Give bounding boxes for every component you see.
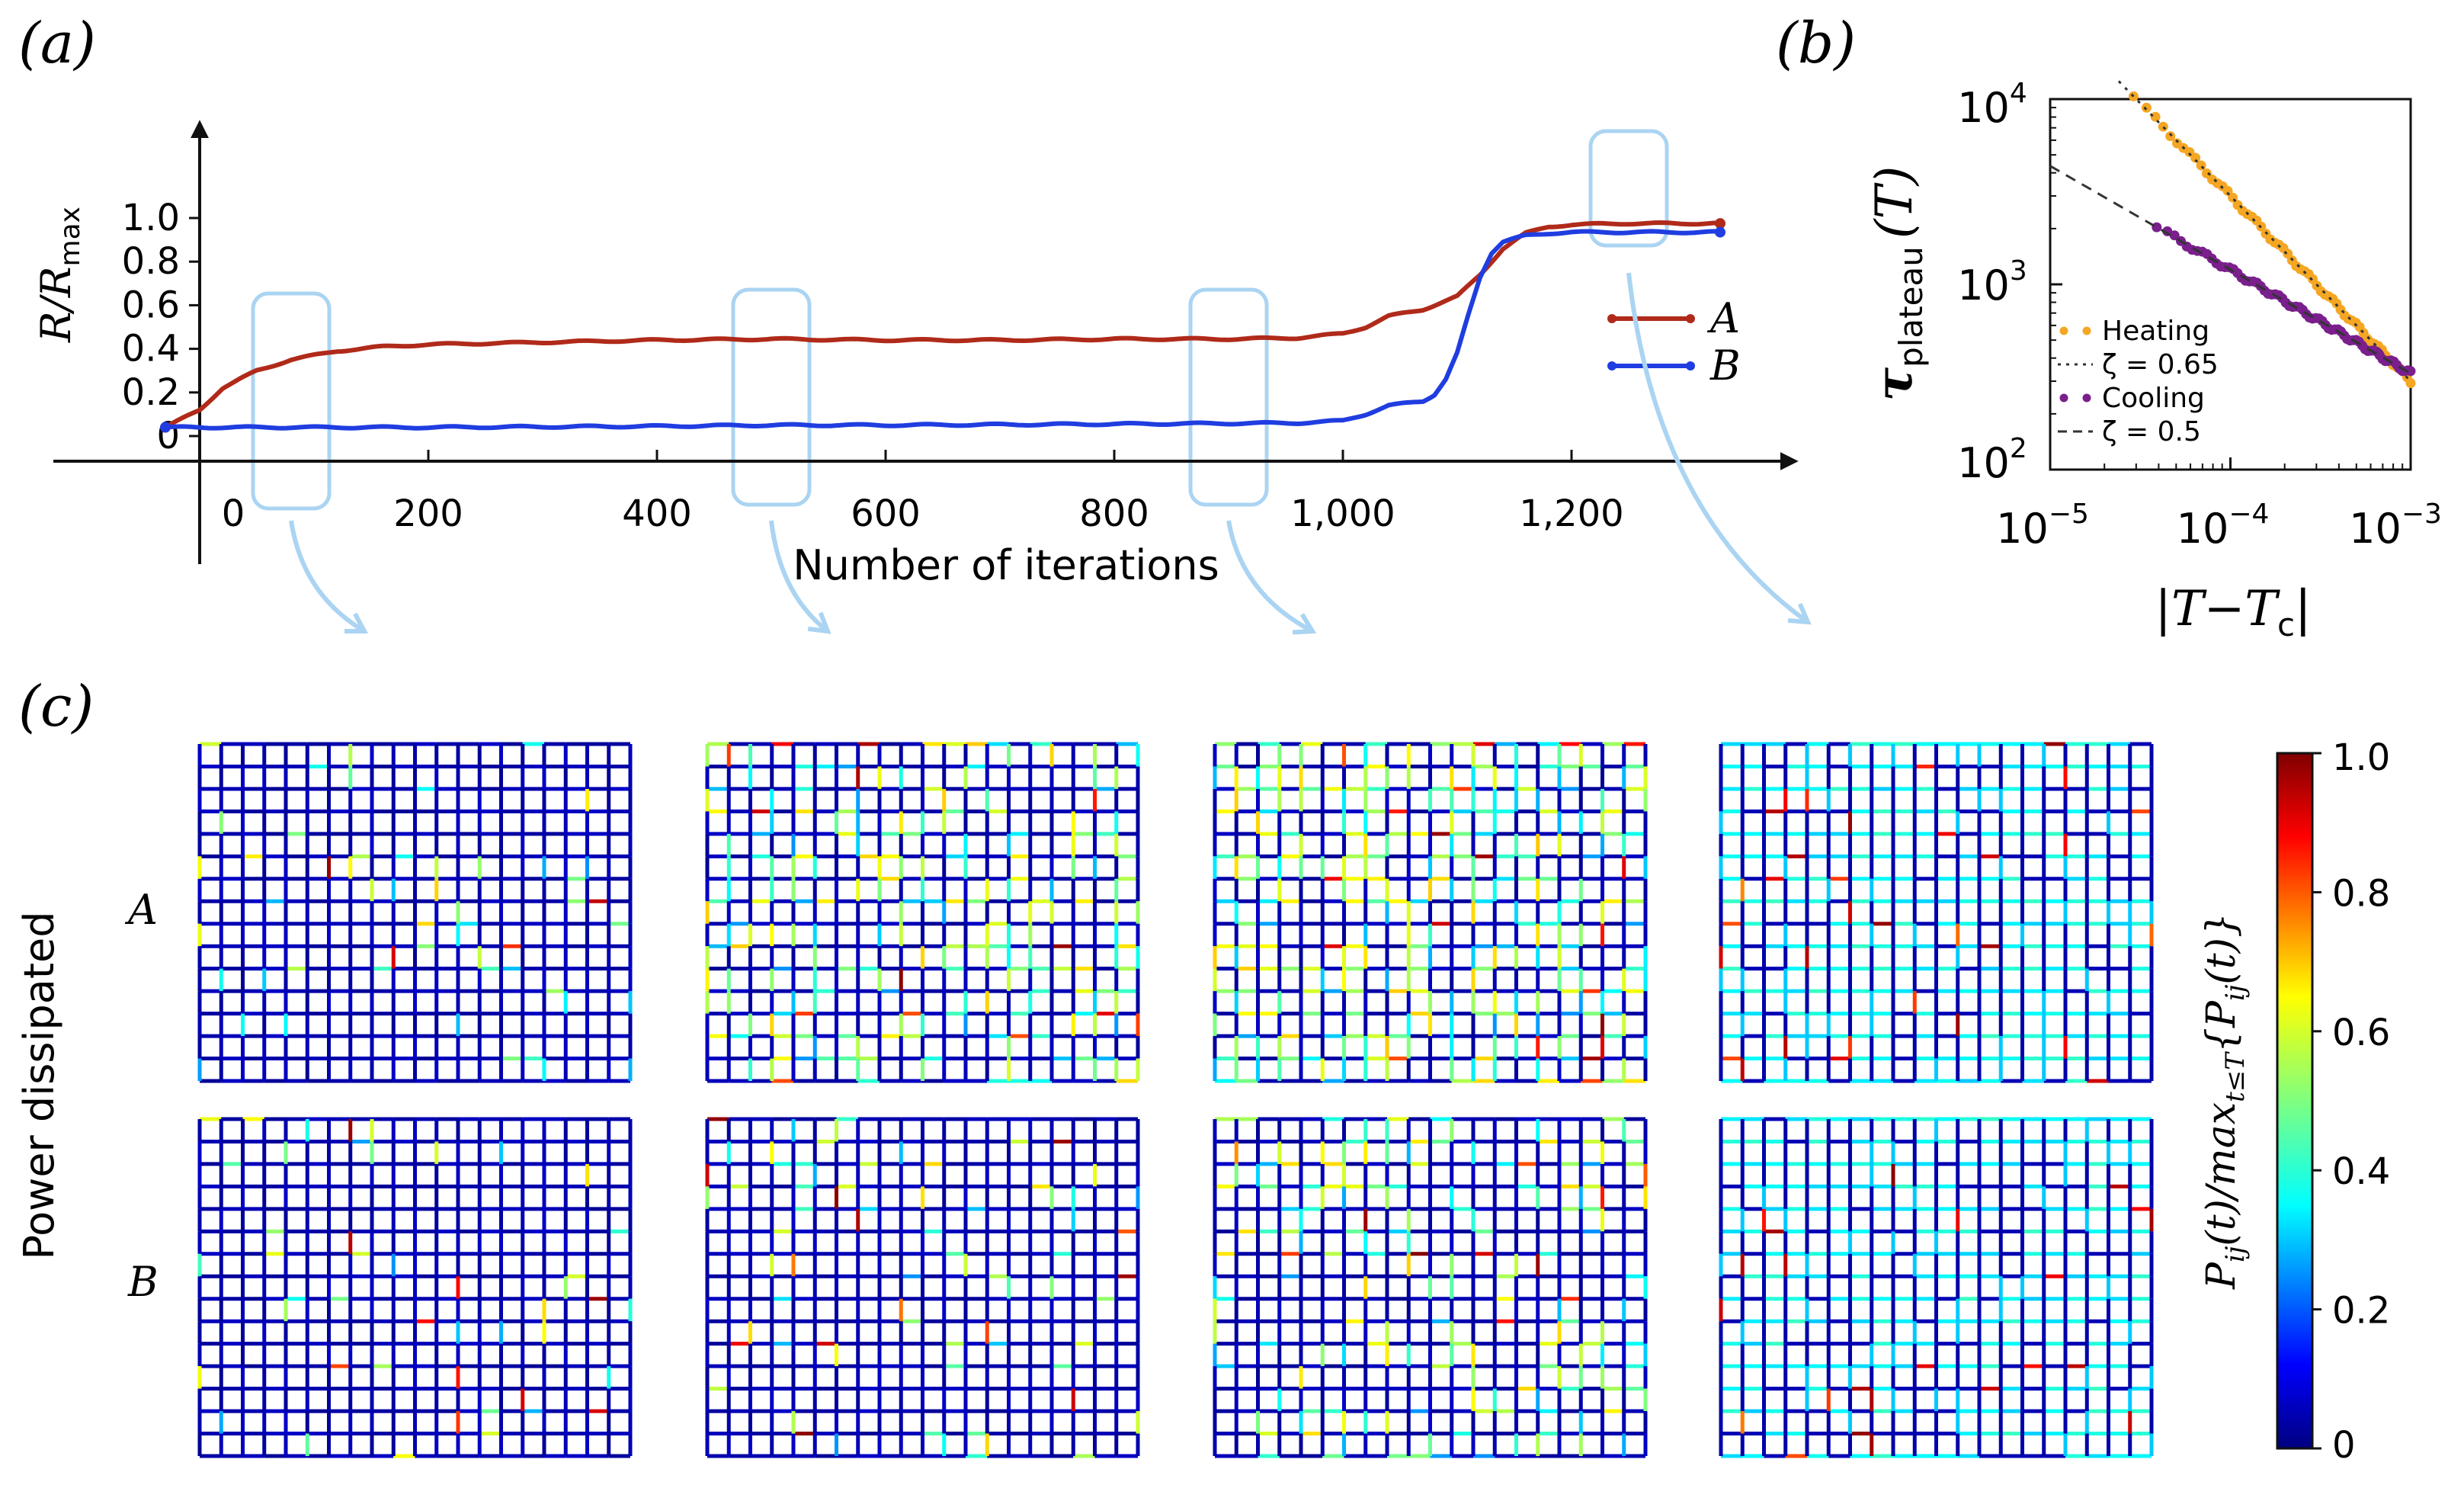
legend-marker — [2059, 393, 2068, 403]
y-tick-labels: 102 103 104 — [1957, 78, 2062, 487]
x-axis-label: Number of iterations — [793, 541, 1219, 589]
legend-label: Heating — [2102, 316, 2209, 347]
fit-line — [2049, 165, 2411, 375]
data-point — [2405, 366, 2416, 377]
network-grid-B-2 — [705, 1117, 1140, 1458]
data-point — [2405, 378, 2416, 389]
x-tick-labels: 0 200 400 600 800 1,000 1,200 — [198, 450, 1624, 535]
x-tick-label: 200 — [393, 492, 463, 535]
panel-a-line-chart: 0 200 400 600 800 1,000 1,200 00.20.40.60.81.0… — [32, 120, 1799, 589]
x-tick-label: 10−4 — [2177, 499, 2270, 553]
y-tick-label: 104 — [1957, 78, 2027, 132]
plot-area — [2049, 80, 2416, 389]
connector-curve — [1226, 520, 1314, 633]
series-lines — [160, 218, 1725, 433]
legend-label: ζ = 0.65 — [2102, 349, 2219, 380]
highlight-box — [1588, 129, 1669, 248]
series-end-point — [1715, 226, 1725, 238]
x-tick-label: 600 — [851, 492, 921, 535]
y-axis-label: τplateau(T) — [1864, 166, 1930, 402]
data-point — [2150, 111, 2161, 122]
legend-dot — [1607, 314, 1616, 323]
network-grid-A-3 — [1213, 742, 1648, 1083]
legend-dot — [1607, 361, 1616, 370]
x-tick-label: 10−3 — [2349, 499, 2442, 553]
y-tick-labels: 00.20.40.60.81.0 — [122, 197, 200, 457]
x-tick-label: 400 — [622, 492, 692, 535]
connector-arrowhead — [1787, 602, 1812, 625]
panel-c-heatmap-grids: Power dissipated A B 00.20.40.60.81.0 Pi… — [15, 736, 2390, 1467]
data-point — [2190, 152, 2201, 163]
y-tick-label: 0.2 — [122, 371, 180, 414]
x-tick-labels: 10−5 10−4 10−3 — [1996, 457, 2442, 553]
fit-line — [2117, 80, 2412, 383]
legend: AB — [1607, 294, 1741, 390]
network-grid-A-1 — [197, 742, 633, 1083]
legend-dot — [1686, 361, 1695, 370]
highlight-box — [1188, 287, 1269, 507]
series-line-A — [164, 220, 1721, 430]
network-grid-B-3 — [1213, 1117, 1648, 1458]
row-label-b: B — [127, 1258, 159, 1306]
legend-marker — [2082, 326, 2091, 335]
data-point — [2141, 102, 2152, 113]
legend-dot — [1686, 314, 1695, 323]
x-tick-label: 1,200 — [1519, 492, 1623, 535]
data-point — [2196, 160, 2206, 171]
y-tick-label: 1.0 — [122, 197, 180, 239]
y-tick-label: 102 — [1957, 433, 2027, 487]
legend-marker — [2059, 326, 2068, 335]
legend-label: Cooling — [2102, 383, 2205, 414]
connector-arrows — [289, 272, 1812, 635]
x-axis-label: |T−Tc| — [2155, 581, 2311, 643]
row-label-a: A — [124, 886, 158, 934]
connector-curve — [769, 520, 829, 633]
series-end-point — [1715, 218, 1725, 229]
highlight-box — [251, 291, 332, 511]
x-tick-label: 0 — [222, 492, 245, 535]
series-line-B — [165, 229, 1721, 431]
panel-label-c: (c) — [18, 674, 94, 739]
data-point — [2158, 121, 2168, 132]
y-tick-label: 0.6 — [122, 284, 180, 326]
y-tick-label: 0.8 — [122, 240, 180, 283]
connector-arrowhead — [344, 612, 368, 634]
legend-label: ζ = 0.5 — [2102, 416, 2201, 447]
legend-label: B — [1709, 342, 1741, 390]
x-tick-label: 10−5 — [1996, 499, 2089, 553]
network-grid-A-2 — [705, 742, 1140, 1083]
highlight-box — [731, 287, 812, 507]
data-point — [2165, 131, 2176, 142]
y-tick-label: 103 — [1957, 255, 2027, 310]
series-start-point — [160, 422, 171, 433]
legend-marker — [2082, 393, 2091, 403]
data-point — [2152, 222, 2162, 233]
network-grid-A-4 — [1719, 742, 2154, 1083]
connector-curve — [289, 520, 366, 633]
row-title: Power dissipated — [15, 911, 63, 1259]
network-grids — [197, 742, 2154, 1458]
legend-label: A — [1706, 294, 1740, 342]
y-axis-label: R/Rmax — [32, 207, 86, 343]
data-point — [2169, 230, 2180, 241]
x-tick-label: 1,000 — [1290, 492, 1395, 535]
network-grid-B-1 — [197, 1117, 633, 1458]
y-tick-label: 0.4 — [122, 328, 180, 370]
connector-arrowhead — [807, 611, 831, 634]
connector-curve — [1626, 272, 1809, 624]
network-grid-B-4 — [1719, 1117, 2154, 1458]
plot-frame — [2049, 98, 2412, 471]
highlight-boxes — [251, 129, 1669, 511]
connector-arrowhead — [1292, 613, 1317, 635]
x-tick-label: 800 — [1079, 492, 1149, 535]
panel-label-a: (a) — [18, 11, 96, 76]
panel-label-b: (b) — [1776, 11, 1856, 76]
